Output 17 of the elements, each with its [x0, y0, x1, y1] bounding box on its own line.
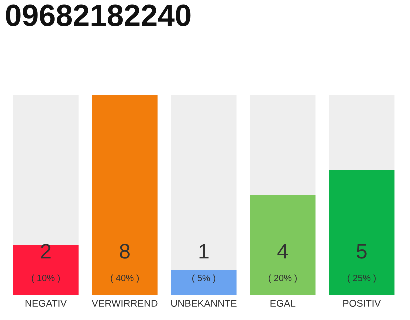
x-tick-label: VERWIRREND	[92, 300, 158, 307]
bar	[171, 270, 237, 295]
x-tick-label: POSITIV	[344, 300, 382, 307]
annotation: ( 10% )	[32, 274, 60, 284]
data-label: 5	[356, 244, 367, 259]
annotation: ( 40% )	[111, 274, 140, 284]
x-tick-label: NEGATIV	[26, 300, 67, 307]
x-tick-label: UNBEKANNTE	[172, 300, 237, 307]
chart-title: 09682182240	[6, 4, 191, 26]
data-label: 2	[41, 244, 51, 259]
x-tick-label: EGAL	[270, 300, 296, 307]
data-label: 4	[278, 244, 288, 259]
data-label: 8	[120, 244, 130, 259]
annotation: ( 20% )	[268, 274, 297, 284]
annotation: ( 25% )	[348, 274, 376, 284]
annotation: ( 5% )	[192, 274, 216, 284]
data-label: 1	[200, 244, 209, 259]
